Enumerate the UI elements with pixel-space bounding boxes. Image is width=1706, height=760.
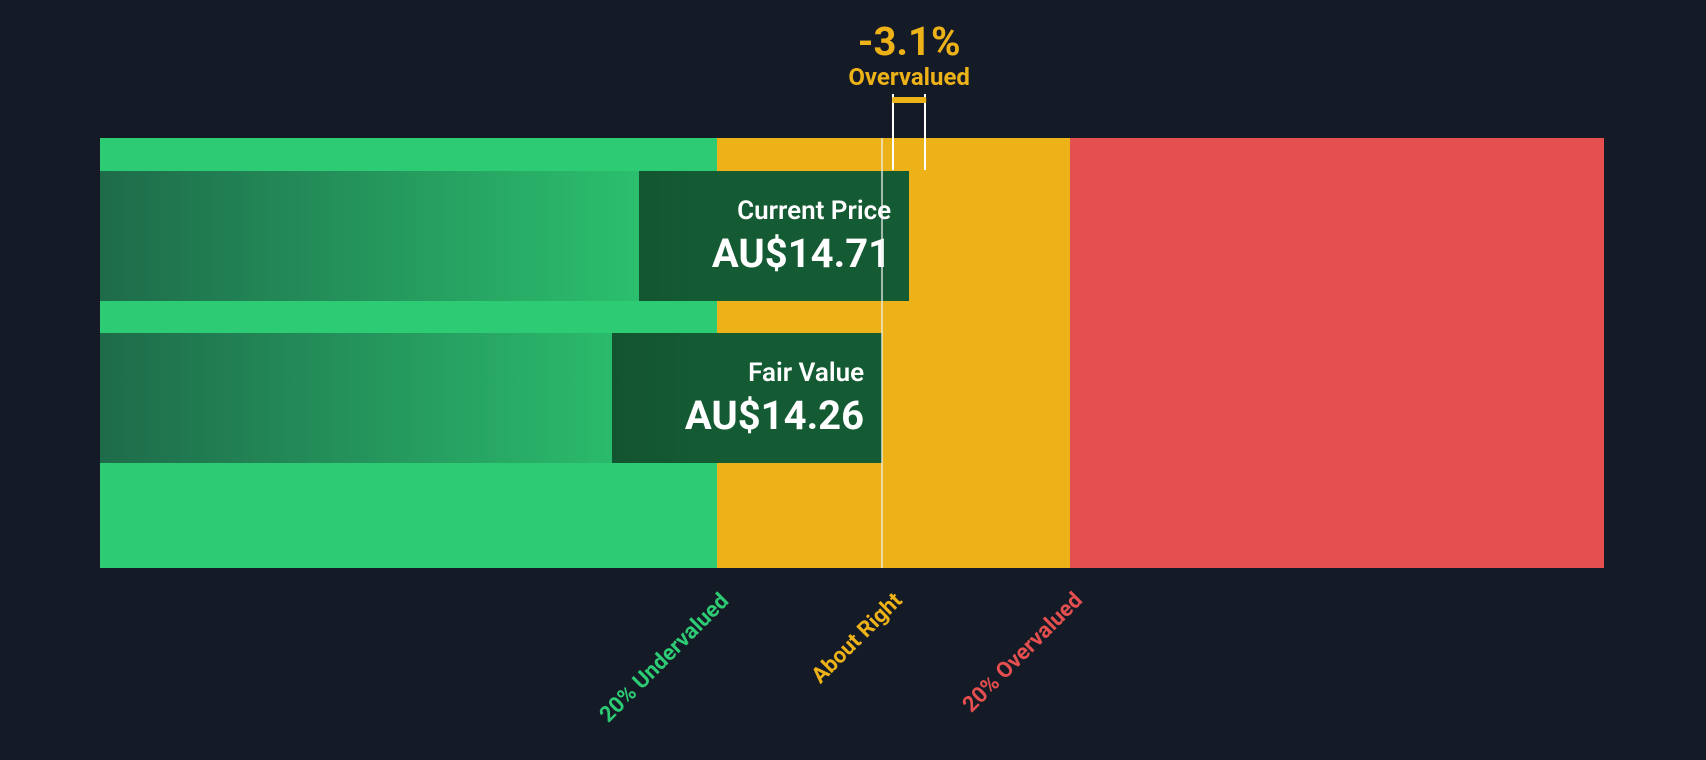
valuation-indicator: -3.1% Overvalued [848,18,970,103]
axis-label-0: 20% Undervalued [595,588,734,727]
fair-value-label-box: Fair Value AU$14.26 [612,333,882,463]
fair-value-marker-line [881,138,883,568]
indicator-tick [892,97,926,103]
current-price-label-box: Current Price AU$14.71 [639,171,909,301]
current-price-value: AU$14.71 [712,230,891,277]
axis-label-1: About Right [807,588,907,688]
indicator-word: Overvalued [848,63,970,91]
indicator-percent: -3.1% [858,18,961,65]
fair-value-value: AU$14.26 [685,392,864,439]
current-price-bar: Current Price AU$14.71 [100,171,909,301]
fair-value-title: Fair Value [748,358,864,388]
indicator-stem [892,94,926,170]
axis-label-2: 20% Overvalued [958,588,1088,718]
valuation-chart: Current Price AU$14.71 Fair Value AU$14.… [0,0,1706,760]
zone-overvalued [1070,138,1604,568]
current-price-title: Current Price [737,196,891,226]
fair-value-bar: Fair Value AU$14.26 [100,333,882,463]
